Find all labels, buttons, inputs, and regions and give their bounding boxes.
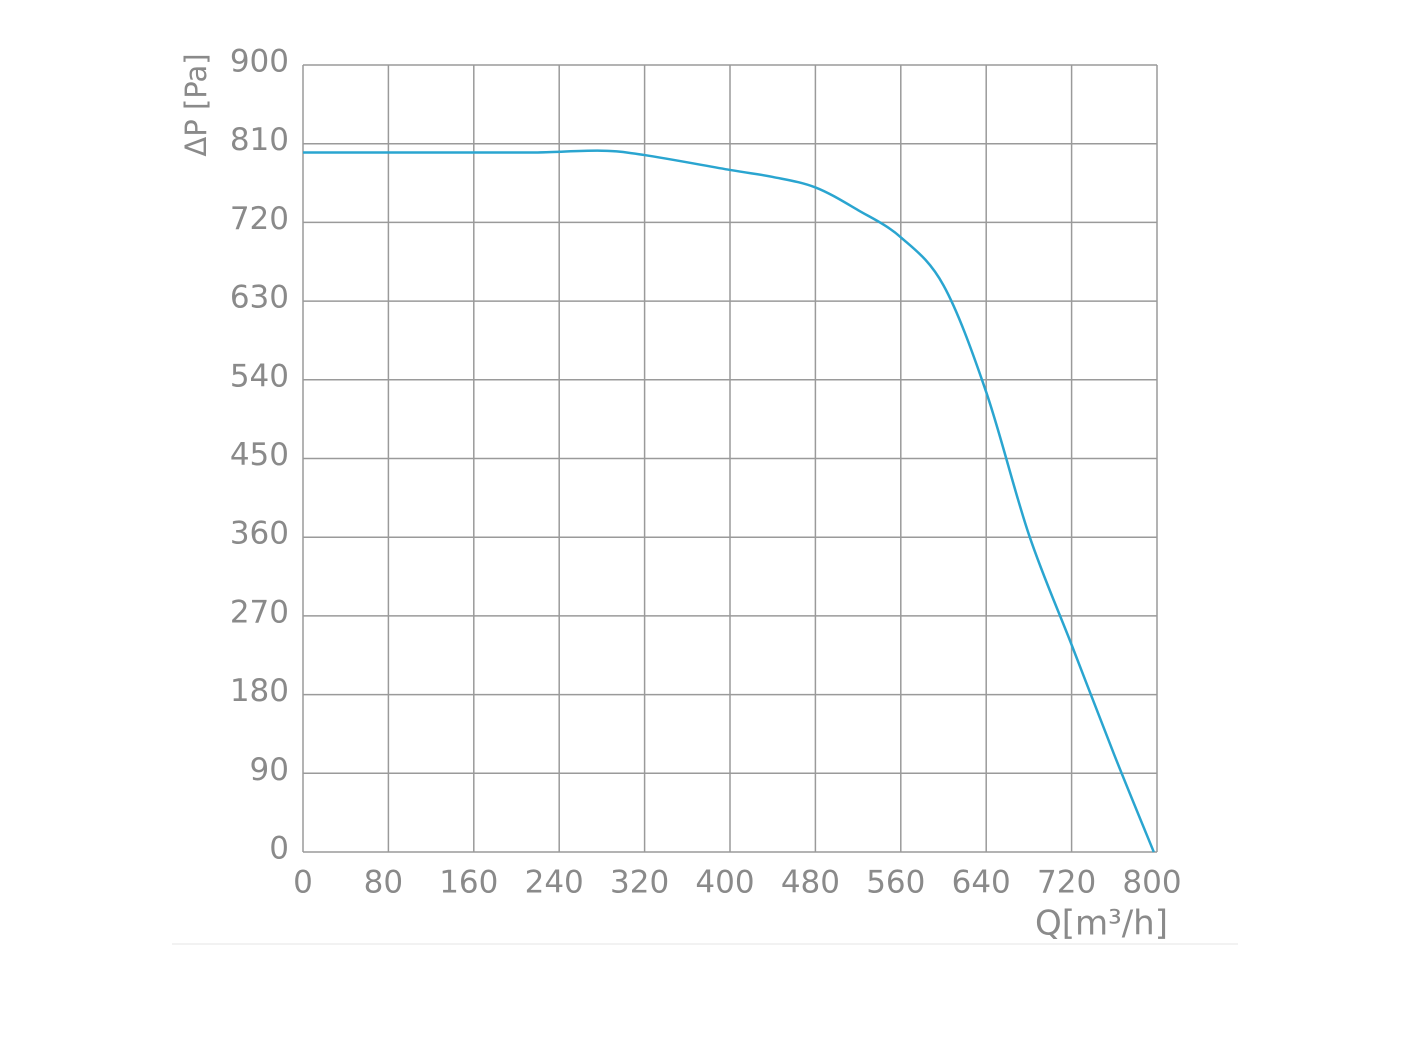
y-tick-label: 360 <box>230 516 289 552</box>
x-tick-label: 480 <box>781 865 840 901</box>
y-tick-label: 450 <box>230 437 289 473</box>
x-tick-label: 720 <box>1037 865 1096 901</box>
x-axis-label: Q[m³/h] <box>1035 904 1168 944</box>
y-tick-label: 0 <box>269 831 289 867</box>
x-tick-label: 400 <box>695 865 754 901</box>
x-tick-label: 0 <box>293 865 313 901</box>
y-axis-label: ΔP [Pa] <box>179 53 213 156</box>
y-tick-label: 540 <box>230 358 289 394</box>
data-line <box>303 149 1155 853</box>
y-tick-label: 90 <box>250 752 289 788</box>
x-tick-label: 160 <box>439 865 498 901</box>
y-tick-label: 270 <box>230 594 289 630</box>
x-tick-label: 80 <box>364 865 403 901</box>
x-tick-label: 800 <box>1122 865 1181 901</box>
y-tick-label: 630 <box>230 280 289 316</box>
y-tick-label: 180 <box>230 673 289 709</box>
y-tick-label: 810 <box>230 122 289 158</box>
y-tick-label: 720 <box>230 201 289 237</box>
x-tick-label: 320 <box>610 865 669 901</box>
x-tick-label: 240 <box>525 865 584 901</box>
y-tick-label: 900 <box>230 44 289 80</box>
x-tick-label: 640 <box>952 865 1011 901</box>
x-tick-label: 560 <box>866 865 925 901</box>
